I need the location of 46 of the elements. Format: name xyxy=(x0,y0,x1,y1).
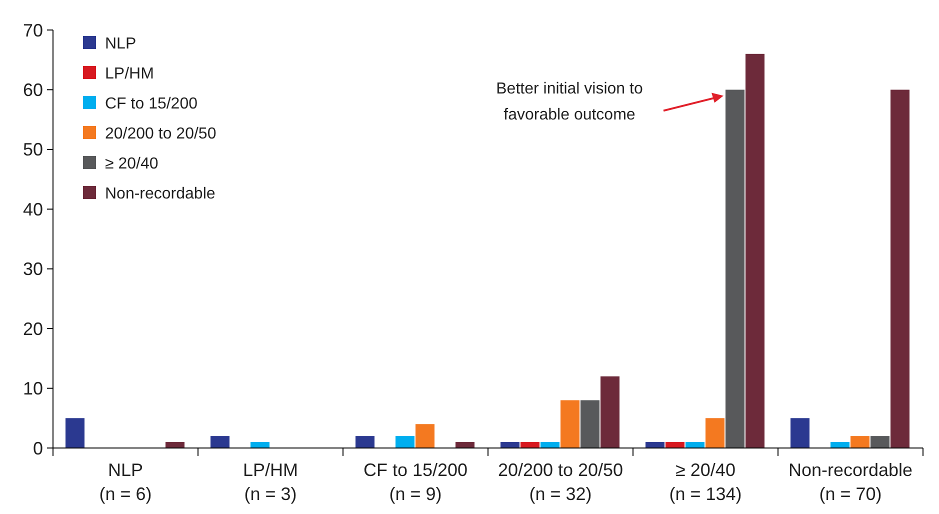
legend-label: ≥ 20/40 xyxy=(105,156,158,173)
legend-label: NLP xyxy=(105,36,136,53)
y-tick-label: 40 xyxy=(22,199,43,220)
legend-label: 20/200 to 20/50 xyxy=(105,126,216,143)
bar xyxy=(416,424,434,448)
legend-label: LP/HM xyxy=(105,66,154,83)
x-tick-label: Non-recordable (n = 70) xyxy=(788,460,913,504)
bar xyxy=(600,376,620,448)
bar xyxy=(726,90,744,448)
bar xyxy=(830,442,850,448)
bar xyxy=(166,442,184,448)
x-tick-label: ≥ 20/40 (n = 134) xyxy=(669,460,742,504)
annotation: Better initial vision to favorable outcome xyxy=(496,80,643,124)
x-tick-label: CF to 15/200 (n = 9) xyxy=(363,460,468,504)
bar xyxy=(540,442,560,448)
legend-label: Non-recordable xyxy=(105,186,216,203)
x-tick-label: LP/HM (n = 3) xyxy=(242,460,298,504)
bar xyxy=(580,400,600,448)
bar xyxy=(500,442,520,448)
bar xyxy=(666,442,684,448)
bar xyxy=(850,436,870,448)
bar xyxy=(210,436,230,448)
bar xyxy=(746,54,764,448)
bar xyxy=(396,436,414,448)
y-tick-label: 60 xyxy=(22,80,43,100)
bar xyxy=(646,442,664,448)
bar xyxy=(520,442,540,448)
y-tick-label: 0 xyxy=(32,438,43,458)
y-tick-label: 30 xyxy=(22,259,43,280)
y-tick-label: 50 xyxy=(22,140,43,160)
y-tick-label: 70 xyxy=(22,20,43,40)
bar xyxy=(66,418,84,448)
bar xyxy=(890,90,910,448)
y-tick-label: 10 xyxy=(22,378,43,399)
bar xyxy=(356,436,374,448)
bar xyxy=(706,418,724,448)
bar xyxy=(686,442,704,448)
bar xyxy=(790,418,810,448)
legend-label: CF to 15/200 xyxy=(105,96,198,113)
x-tick-label: NLP (n = 6) xyxy=(99,460,152,504)
bar xyxy=(560,400,580,448)
bar xyxy=(456,442,474,448)
bar xyxy=(250,442,270,448)
x-tick-label: 20/200 to 20/50 (n = 32) xyxy=(498,460,624,504)
bar xyxy=(870,436,890,448)
y-tick-label: 20 xyxy=(22,318,43,339)
